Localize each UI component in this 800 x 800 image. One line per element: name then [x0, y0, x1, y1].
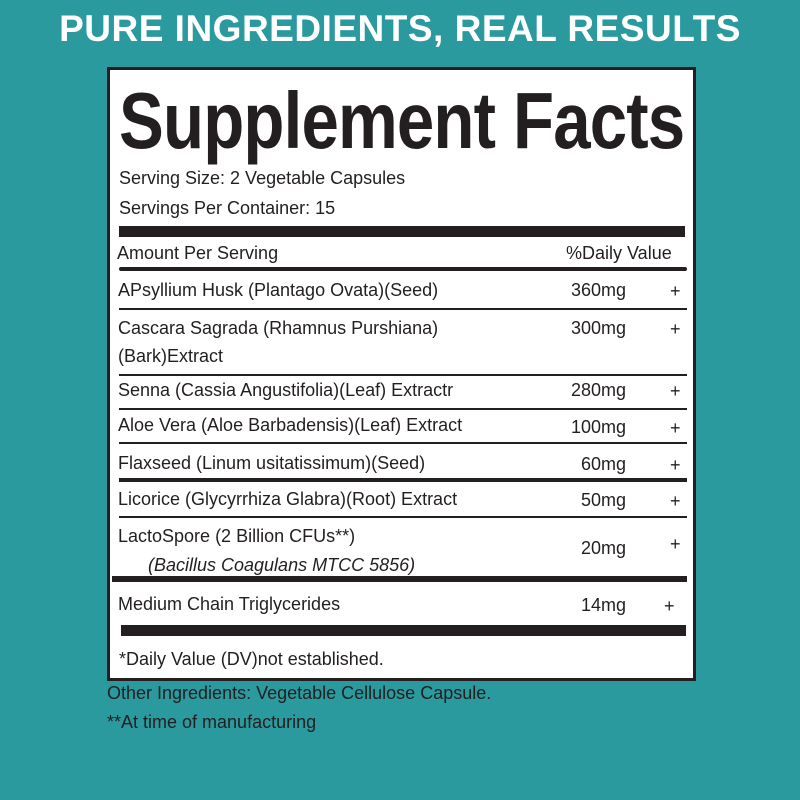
- daily-value-marker: +: [670, 491, 681, 511]
- ingredient-amount: 360mg: [570, 280, 626, 300]
- row-divider: [119, 442, 687, 444]
- label-title: Supplement Facts: [119, 76, 685, 165]
- ingredient-amount: 14mg: [580, 595, 626, 615]
- ingredient-amount: 280mg: [570, 380, 626, 400]
- thick-divider: [121, 625, 686, 636]
- row-divider: [112, 576, 687, 582]
- row-divider: [119, 516, 687, 518]
- ingredient-name: Aloe Vera (Aloe Barbadensis)(Leaf) Extra…: [118, 415, 463, 435]
- ingredient-name-line2: (Bark)Extract: [118, 346, 224, 366]
- ingredient-name-line2: (Bacillus Coagulans MTCC 5856): [148, 555, 416, 575]
- ingredient-name: Senna (Cassia Angustifolia)(Leaf) Extrac…: [118, 380, 454, 400]
- row-divider: [119, 374, 687, 376]
- daily-value-marker: +: [664, 596, 675, 616]
- supplement-facts-label: Supplement Facts Serving Size: 2 Vegetab…: [107, 67, 696, 681]
- daily-value-marker: +: [670, 418, 681, 438]
- ingredient-name: Licorice (Glycyrrhiza Glabra)(Root) Extr…: [118, 489, 458, 509]
- daily-value-marker: +: [670, 381, 681, 401]
- other-ingredients: Other Ingredients: Vegetable Cellulose C…: [107, 683, 492, 703]
- servings-per-container: Servings Per Container: 15: [119, 198, 336, 218]
- header-daily-value: %Daily Value: [566, 243, 672, 263]
- header-divider: [119, 267, 687, 271]
- ingredient-amount: 60mg: [580, 454, 626, 474]
- row-divider: [119, 308, 687, 310]
- ingredient-name: Cascara Sagrada (Rhamnus Purshiana): [118, 318, 439, 338]
- ingredient-name: Flaxseed (Linum usitatissimum)(Seed): [118, 453, 426, 473]
- serving-size: Serving Size: 2 Vegetable Capsules: [119, 168, 406, 188]
- daily-value-marker: +: [670, 281, 681, 301]
- ingredient-amount: 100mg: [570, 417, 626, 437]
- ingredient-name: Medium Chain Triglycerides: [118, 594, 341, 614]
- daily-value-marker: +: [670, 319, 681, 339]
- manufacturing-note: **At time of manufacturing: [107, 712, 317, 732]
- daily-value-marker: +: [670, 455, 681, 475]
- ingredient-amount: 50mg: [580, 490, 626, 510]
- thick-divider: [119, 226, 685, 237]
- ingredient-name: APsyllium Husk (Plantago Ovata)(Seed): [118, 280, 439, 300]
- ingredient-name: LactoSpore (2 Billion CFUs**): [118, 526, 356, 546]
- header-amount-per-serving: Amount Per Serving: [117, 243, 279, 263]
- row-divider: [119, 478, 687, 482]
- ingredient-amount: 20mg: [580, 538, 626, 558]
- ingredient-amount: 300mg: [570, 318, 626, 338]
- footnote: *Daily Value (DV)not established.: [119, 649, 384, 669]
- headline: PURE INGREDIENTS, REAL RESULTS: [59, 8, 741, 49]
- daily-value-marker: +: [670, 534, 681, 554]
- row-divider: [119, 408, 687, 410]
